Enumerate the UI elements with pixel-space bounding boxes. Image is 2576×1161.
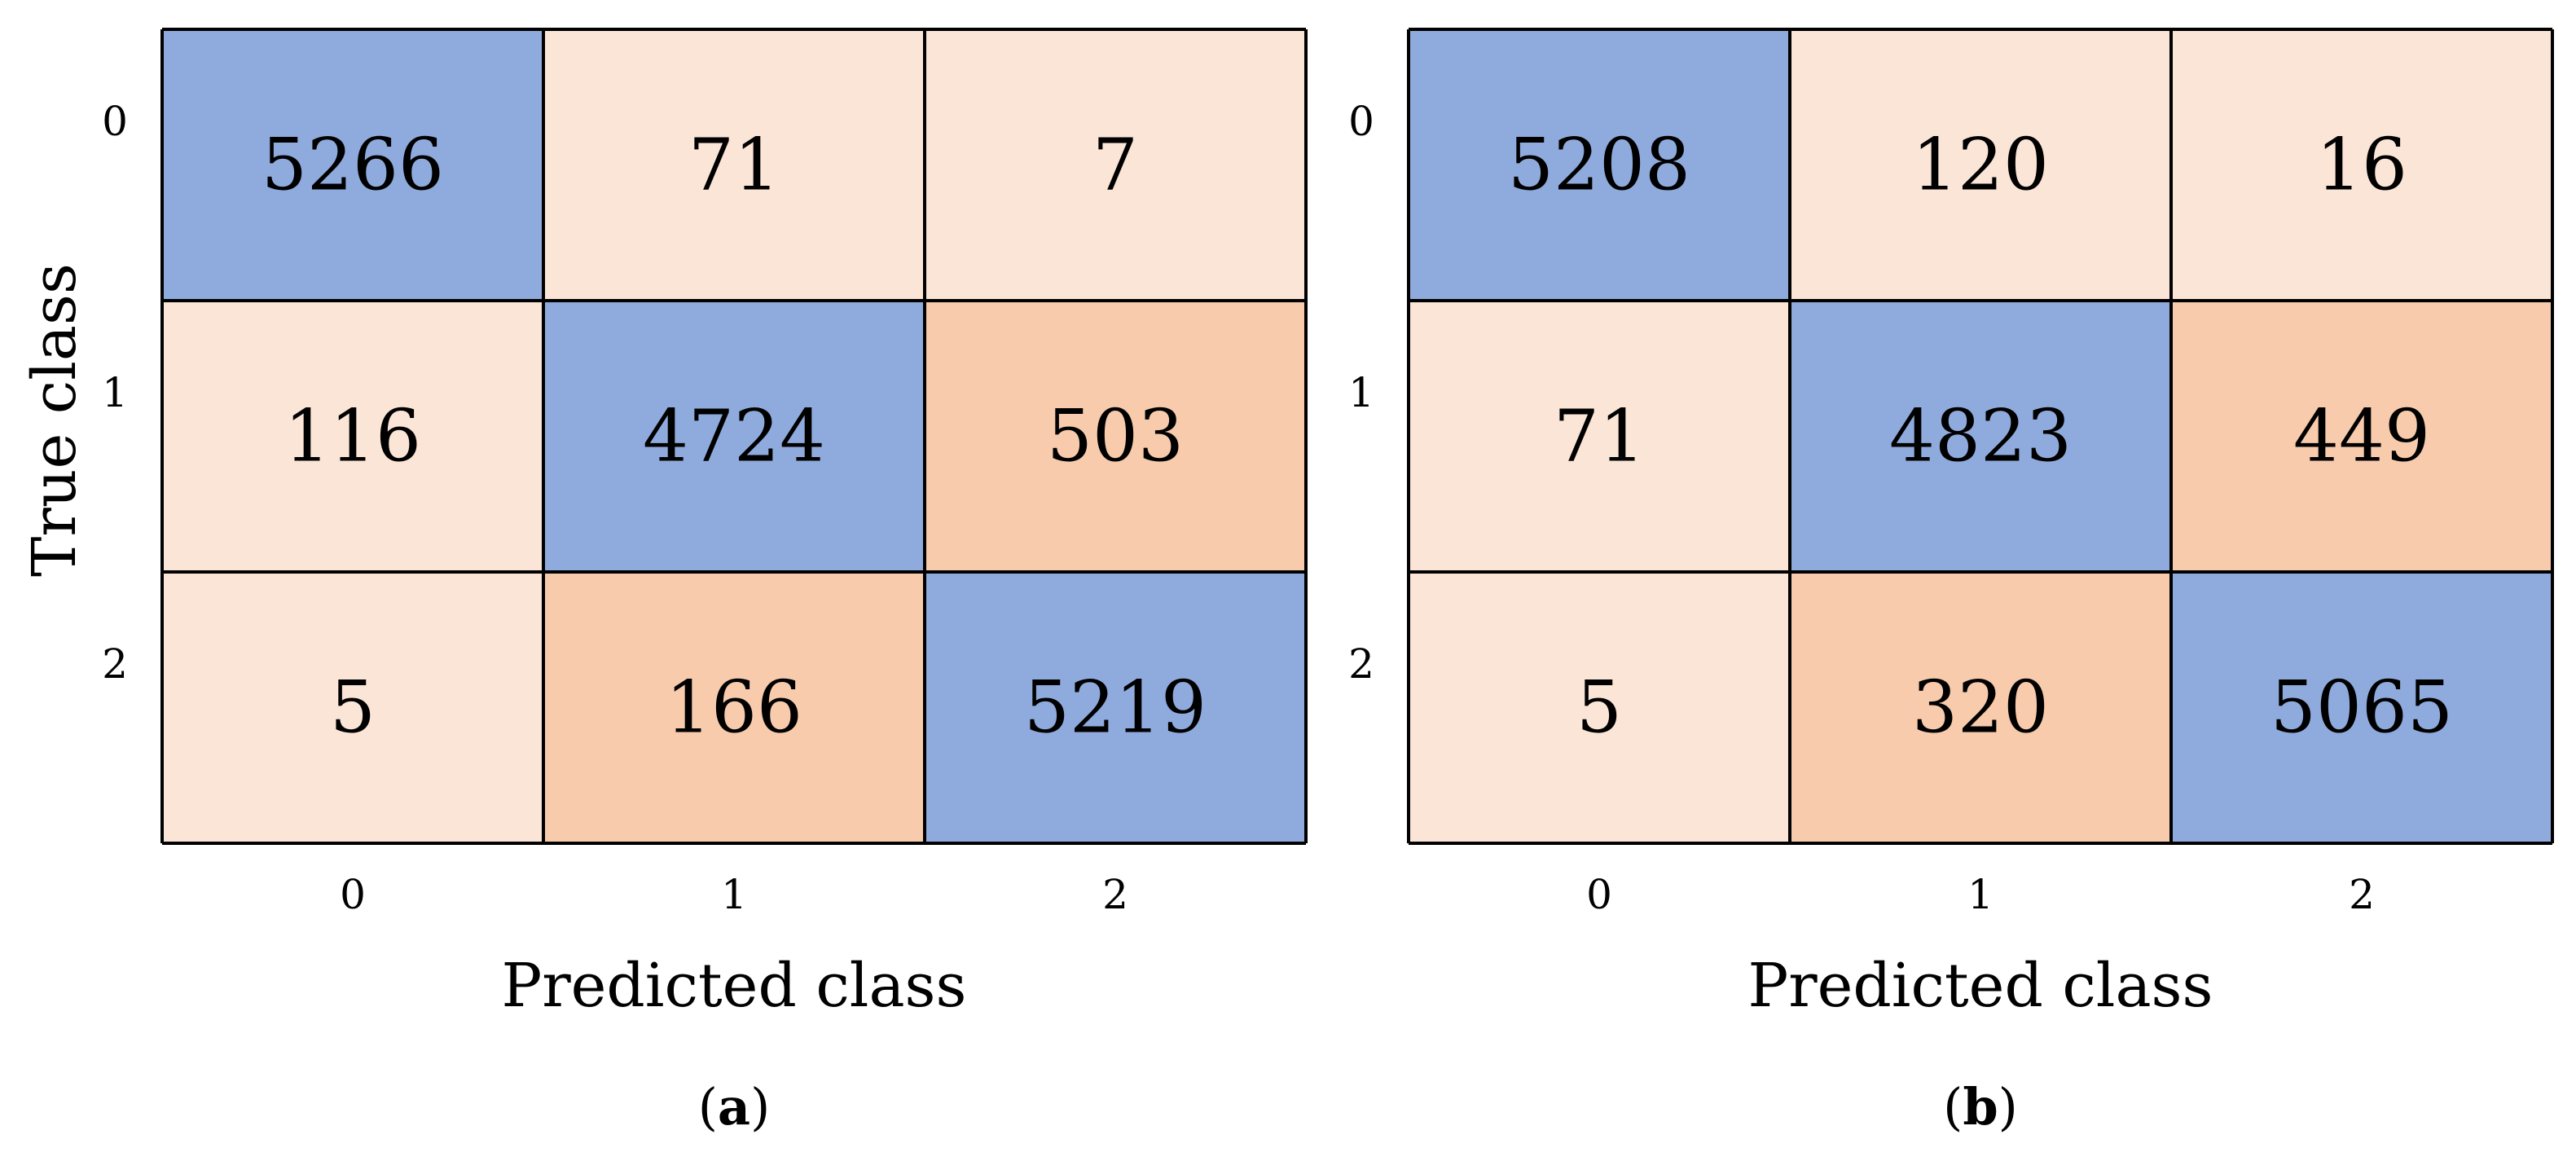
cell-b-r2-c1 <box>1790 572 2171 843</box>
cell-b-r1-c0 <box>1409 301 1790 572</box>
panel-caption-b-close: ) <box>1998 1077 2018 1137</box>
x-tick-label-a-0: 0 <box>340 871 366 918</box>
x-tick-label-b-1: 1 <box>1967 871 1994 918</box>
cell-value-b-r0-c0: 5208 <box>1508 123 1690 207</box>
cell-b-r2-c2 <box>2171 572 2552 843</box>
cell-value-b-r2-c1: 320 <box>1912 666 2049 750</box>
y-tick-label-b-0: 0 <box>1348 98 1374 145</box>
y-tick-label-b-2: 2 <box>1348 640 1374 688</box>
y-tick-label-a-1: 1 <box>102 369 128 416</box>
cell-a-r1-c0 <box>162 301 543 572</box>
cell-value-a-r0-c2: 7 <box>1092 123 1138 207</box>
cell-a-r2-c0 <box>162 572 543 843</box>
x-tick-label-b-2: 2 <box>2349 871 2375 918</box>
y-axis-label-a: True class <box>20 263 90 577</box>
cell-a-r1-c1 <box>543 301 925 572</box>
panel-caption-a-close: ) <box>750 1077 770 1137</box>
x-axis-label-a: Predicted class <box>501 951 966 1021</box>
x-tick-label-a-1: 1 <box>721 871 747 918</box>
confusion-matrix-panel-a: 5266 71 7 116 4724 503 5 166 5219 0 1 2 0 1 2 Predicted… <box>20 28 1308 1137</box>
cell-value-b-r0-c1: 120 <box>1912 123 2049 207</box>
panel-caption-a: (a) <box>698 1077 771 1137</box>
cell-b-r1-c1 <box>1790 301 2171 572</box>
cell-value-a-r1-c1: 4724 <box>643 394 825 478</box>
panel-caption-a-letter: a <box>718 1077 750 1137</box>
cell-b-r0-c1 <box>1790 29 2171 301</box>
cell-value-a-r1-c2: 503 <box>1047 394 1184 478</box>
cell-b-r0-c0 <box>1409 29 1790 301</box>
cell-value-a-r0-c1: 71 <box>688 123 780 207</box>
panel-caption-a-open: ( <box>698 1077 718 1137</box>
cell-value-b-r1-c0: 71 <box>1554 394 1645 478</box>
cell-b-r2-c0 <box>1409 572 1790 843</box>
cell-value-a-r2-c0: 5 <box>330 666 376 750</box>
x-axis-label-b: Predicted class <box>1747 951 2213 1021</box>
cell-value-a-r2-c1: 166 <box>666 666 802 750</box>
cell-value-b-r0-c2: 16 <box>2316 123 2407 207</box>
panel-caption-b-letter: b <box>1963 1077 1998 1137</box>
cell-b-r1-c2 <box>2171 301 2552 572</box>
y-tick-label-b-1: 1 <box>1348 369 1374 416</box>
cell-a-r2-c2 <box>925 572 1306 843</box>
cell-a-r0-c0 <box>162 29 543 301</box>
cell-value-a-r0-c0: 5266 <box>262 123 444 207</box>
panel-caption-b: (b) <box>1943 1077 2018 1137</box>
panel-caption-b-open: ( <box>1943 1077 1963 1137</box>
cell-value-b-r1-c2: 449 <box>2293 394 2430 478</box>
cell-value-b-r1-c1: 4823 <box>1889 394 2072 478</box>
cell-a-r0-c2 <box>925 29 1306 301</box>
cell-value-b-r2-c2: 5065 <box>2270 666 2453 750</box>
cell-value-b-r2-c0: 5 <box>1576 666 1622 750</box>
y-tick-label-a-0: 0 <box>102 98 128 145</box>
cell-value-a-r2-c2: 5219 <box>1024 666 1207 750</box>
y-tick-label-a-2: 2 <box>102 640 128 688</box>
x-tick-label-b-0: 0 <box>1586 871 1612 918</box>
x-tick-label-a-2: 2 <box>1102 871 1128 918</box>
cell-b-r0-c2 <box>2171 29 2552 301</box>
cell-a-r2-c1 <box>543 572 925 843</box>
cell-a-r1-c2 <box>925 301 1306 572</box>
cell-value-a-r1-c0: 116 <box>284 394 421 478</box>
cell-a-r0-c1 <box>543 29 925 301</box>
